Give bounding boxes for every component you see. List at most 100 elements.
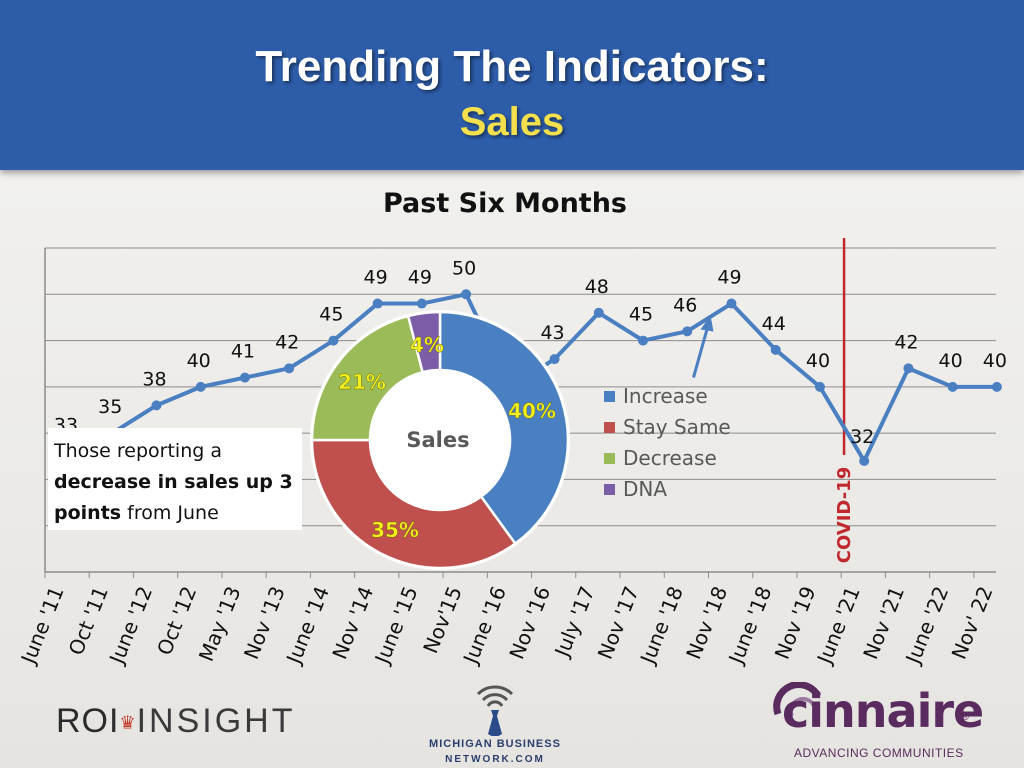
- covid-label: COVID-19: [834, 467, 855, 563]
- x-tick-label: May '13: [194, 583, 246, 665]
- x-tick-label: June '14: [281, 583, 334, 669]
- cinnaire-logo: cinnaire ® ADVANCING COMMUNITIES: [770, 682, 984, 764]
- page-subtitle: Sales: [459, 100, 565, 144]
- x-tick-label: June '11: [15, 583, 68, 669]
- annotation-arrow: [692, 327, 709, 378]
- callout-text-4: from June: [121, 502, 219, 524]
- data-label: 49: [717, 267, 741, 289]
- data-label: 40: [806, 350, 830, 372]
- data-point: [151, 400, 162, 411]
- data-point: [549, 354, 560, 365]
- legend-label: Decrease: [623, 446, 717, 470]
- legend-label: Increase: [623, 384, 708, 408]
- legend-label: DNA: [623, 477, 667, 501]
- cinnaire-logo-text: cinnaire: [782, 684, 984, 738]
- annotation-arrowhead: [700, 315, 714, 332]
- data-point: [859, 455, 870, 466]
- cinnaire-registered-mark: ®: [960, 712, 970, 723]
- x-tick-label: Nov'15: [418, 583, 466, 657]
- data-label: 40: [187, 350, 211, 372]
- x-tick-label: Nov '19: [770, 583, 821, 663]
- data-point: [416, 298, 427, 309]
- legend-label: Stay Same: [623, 415, 731, 439]
- data-point: [461, 289, 472, 300]
- data-label: 44: [762, 313, 786, 335]
- data-label: 40: [983, 350, 1007, 372]
- donut-slice-label: 35%: [371, 518, 419, 542]
- data-label: 35: [98, 396, 122, 418]
- x-tick-label: June '16: [458, 583, 511, 669]
- x-tick-label: Nov '16: [504, 583, 555, 663]
- x-tick-label: Nov '14: [327, 583, 378, 663]
- data-label: 42: [275, 331, 299, 353]
- data-label: 46: [673, 294, 697, 316]
- x-tick-label: June '18: [723, 583, 776, 669]
- legend-swatch: [604, 453, 615, 464]
- legend-swatch: [604, 484, 615, 495]
- callout-box: Those reporting a decrease in sales up 3…: [48, 428, 302, 530]
- data-label: 45: [319, 304, 343, 326]
- data-point: [726, 298, 737, 309]
- data-label: 50: [452, 257, 476, 279]
- header-banner: Trending The Indicators: Sales: [0, 0, 1024, 170]
- x-tick-label: July '17: [549, 583, 599, 662]
- donut-slice-label: 21%: [338, 370, 386, 394]
- callout-text-3: points: [54, 502, 122, 524]
- callout-text-2: decrease in sales up 3: [54, 471, 293, 493]
- x-tick-label: June '21: [812, 583, 865, 669]
- data-point: [947, 381, 958, 392]
- x-tick-label: Oct '12: [152, 583, 201, 659]
- mbn-logo-text-a: MICHIGAN BUSINESS: [429, 738, 561, 750]
- michigan-business-network-logo: MICHIGAN BUSINESS NETWORK.COM: [420, 672, 570, 768]
- x-tick-label: Nov '17: [593, 583, 644, 663]
- donut-slice-dna: [406, 310, 442, 374]
- mbn-logo-text-b: NETWORK.COM: [445, 754, 545, 765]
- data-label: 45: [629, 304, 653, 326]
- data-point: [903, 363, 914, 374]
- donut-slice-label: 4%: [410, 333, 444, 357]
- data-label: 38: [142, 368, 166, 390]
- data-label: 32: [850, 426, 874, 448]
- data-point: [372, 298, 383, 309]
- data-point: [593, 307, 604, 318]
- x-tick-label: Nov '18: [681, 583, 732, 663]
- data-label: 49: [408, 267, 432, 289]
- data-label: 40: [939, 350, 963, 372]
- x-tick-label: June '15: [369, 583, 422, 669]
- data-point: [682, 326, 693, 337]
- data-point: [195, 381, 206, 392]
- data-point: [814, 381, 825, 392]
- callout-text-1: Those reporting a: [54, 440, 222, 462]
- page-title: Trending The Indicators:: [255, 42, 769, 91]
- donut-center-label: Sales: [406, 428, 469, 452]
- legend-swatch: [604, 391, 615, 402]
- x-tick-label: Nov' 22: [947, 583, 998, 663]
- data-point: [770, 344, 781, 355]
- data-point: [284, 363, 295, 374]
- donut-slice-increase: [438, 310, 570, 546]
- data-point: [638, 335, 649, 346]
- donut-slice-label: 40%: [508, 399, 556, 423]
- data-point: [239, 372, 250, 383]
- legend-swatch: [604, 422, 615, 433]
- x-tick-label: June '12: [104, 583, 157, 669]
- roi-logo-text-a: ROI: [56, 702, 120, 740]
- x-tick-label: June '18: [635, 583, 688, 669]
- data-label: 43: [540, 322, 564, 344]
- data-point: [991, 381, 1002, 392]
- cinnaire-tagline: ADVANCING COMMUNITIES: [794, 746, 964, 760]
- donut-slice-stay-same: [310, 438, 517, 570]
- roi-insight-logo: ROI♛INSIGHT: [56, 702, 296, 742]
- x-tick-label: Oct '11: [64, 583, 113, 659]
- cinnaire-swoosh-icon: [773, 682, 822, 717]
- data-label: 42: [894, 331, 918, 353]
- data-label: 41: [231, 341, 255, 363]
- crown-icon: ♛: [119, 712, 137, 733]
- roi-logo-text-b: INSIGHT: [136, 702, 296, 740]
- wifi-tie-icon: [476, 685, 514, 738]
- x-tick-label: June '22: [900, 583, 953, 669]
- data-label: 49: [364, 267, 388, 289]
- data-label: 48: [585, 276, 609, 298]
- chart-title: Past Six Months: [383, 188, 627, 219]
